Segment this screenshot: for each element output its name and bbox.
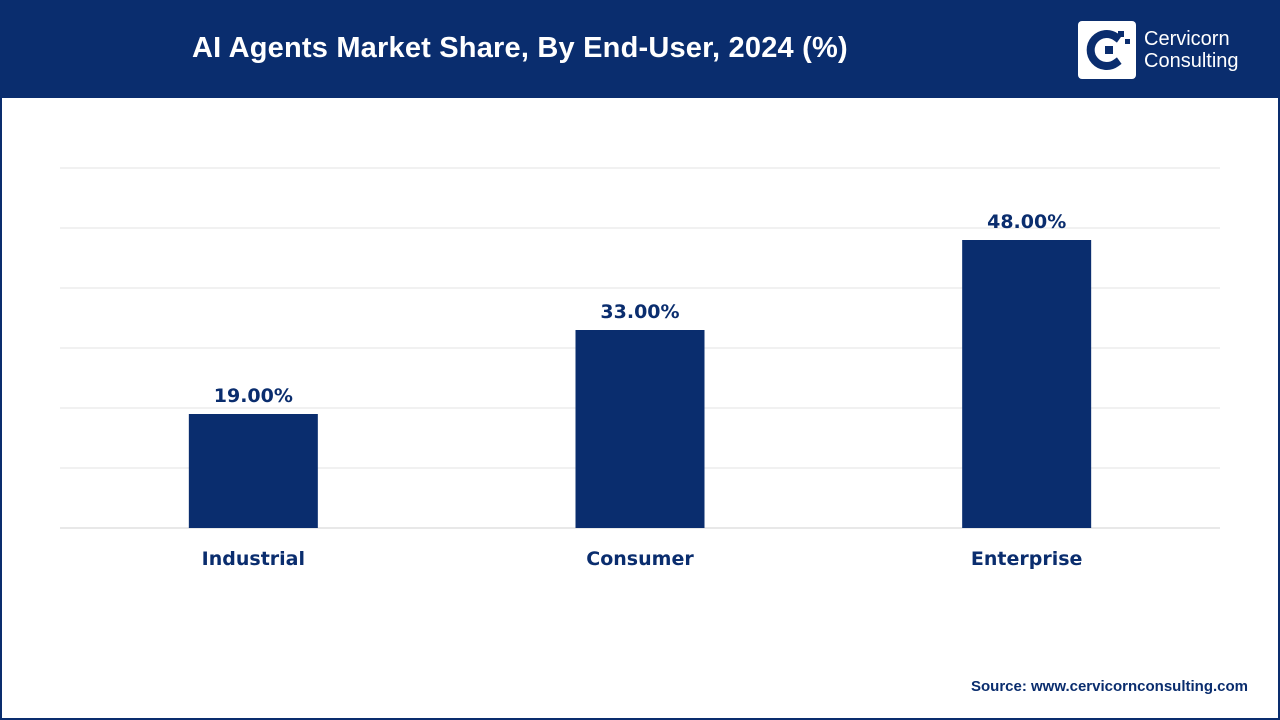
data-label-enterprise: 48.00% (987, 211, 1066, 233)
company-logo: Cervicorn Consulting (1078, 20, 1268, 82)
logo-text: Cervicorn Consulting (1144, 28, 1239, 72)
bar-consumer (575, 330, 705, 528)
chart-area: 19.00% Industrial 33.00% Consumer 48.00% Ente… (2, 98, 1278, 658)
bar-enterprise (962, 240, 1092, 528)
header-bar: AI Agents Market Share, By End-User, 202… (2, 2, 1278, 98)
x-tick-label-industrial: Industrial (202, 548, 305, 570)
logo-line-1: Cervicorn (1144, 28, 1230, 50)
x-tick-label-enterprise: Enterprise (971, 548, 1083, 570)
chart-title: AI Agents Market Share, By End-User, 202… (192, 32, 848, 64)
logo-line-2: Consulting (1144, 50, 1239, 72)
bar-chart: 19.00% Industrial 33.00% Consumer 48.00% Ente… (60, 167, 1220, 570)
logo-mark-icon (1078, 21, 1136, 79)
data-label-consumer: 33.00% (600, 301, 679, 323)
source-text: Source: www.cervicornconsulting.com (970, 678, 1248, 695)
x-tick-label-consumer: Consumer (586, 548, 694, 570)
bar-industrial (188, 414, 318, 528)
data-label-industrial: 19.00% (214, 385, 293, 407)
